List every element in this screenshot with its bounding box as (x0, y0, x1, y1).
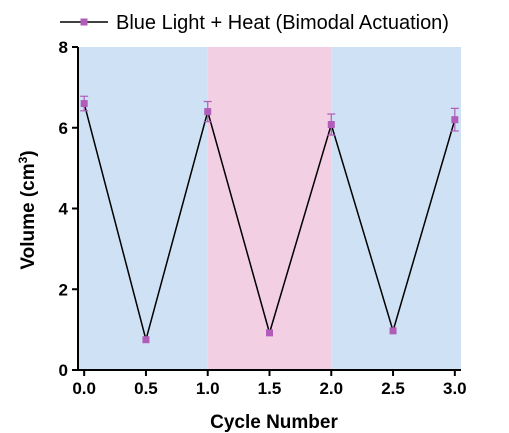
x-tick-label-6: 3.0 (443, 379, 467, 398)
background-band-0 (78, 47, 208, 370)
y-axis-title-main: Volume (cm (18, 163, 39, 269)
x-axis-title: Cycle Number (210, 412, 338, 433)
legend-marker (80, 18, 88, 26)
background-bands (78, 47, 461, 370)
x-tick-label-0: 0.0 (72, 379, 96, 398)
x-tick-label-2: 1.0 (196, 379, 220, 398)
x-tick-label-3: 1.5 (258, 379, 282, 398)
data-series (80, 95, 459, 344)
y-axis-title-sup: 3 (16, 156, 30, 163)
data-point-0 (80, 100, 88, 108)
data-point-6 (451, 116, 459, 124)
data-point-5 (389, 327, 397, 335)
y-axis-title-close: ) (18, 150, 39, 156)
y-tick-label-0: 0 (59, 361, 68, 380)
y-tick-label-1: 2 (59, 280, 68, 299)
data-point-2 (204, 108, 212, 116)
data-point-1 (142, 336, 150, 344)
x-tick-label-4: 2.0 (319, 379, 343, 398)
data-point-4 (327, 121, 335, 129)
y-tick-label-3: 6 (59, 119, 68, 138)
y-axis-ticks: 0 2 4 6 8 (59, 38, 78, 380)
legend-label: Blue Light + Heat (Bimodal Actuation) (116, 12, 449, 34)
y-tick-label-4: 8 (59, 38, 68, 57)
background-band-2 (331, 47, 461, 370)
x-axis-ticks: 0.0 0.5 1.0 1.5 2.0 2.5 3.0 (72, 370, 467, 398)
background-band-1 (207, 47, 332, 370)
legend: Blue Light + Heat (Bimodal Actuation) (60, 12, 449, 34)
data-point-3 (266, 329, 273, 337)
x-tick-label-5: 2.5 (381, 379, 405, 398)
y-tick-label-2: 4 (59, 200, 69, 219)
y-axis-title: Volume (cm3) (16, 150, 39, 269)
x-tick-label-1: 0.5 (134, 379, 158, 398)
